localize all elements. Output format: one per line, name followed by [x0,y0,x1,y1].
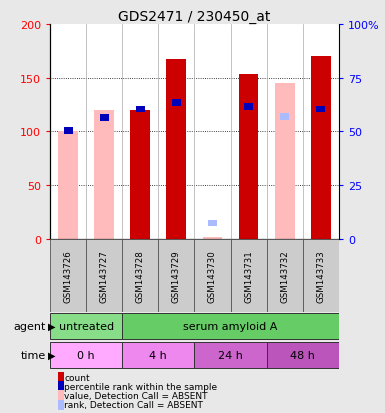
Bar [194,342,266,368]
Text: GSM143726: GSM143726 [64,249,73,302]
Bar [158,240,194,312]
Bar [166,60,186,240]
Bar [122,342,194,368]
Bar [244,104,253,111]
Text: GSM143732: GSM143732 [280,249,289,302]
Bar [100,115,109,121]
Text: time: time [21,350,46,360]
Text: serum amyloid A: serum amyloid A [183,321,278,331]
Bar [64,128,72,134]
Bar [203,237,223,240]
Bar [50,313,122,339]
Bar [100,115,109,121]
Text: GSM143728: GSM143728 [136,249,145,302]
Bar [194,240,231,312]
Text: ▶: ▶ [48,321,55,331]
Bar [316,107,325,113]
Text: GSM143729: GSM143729 [172,249,181,302]
Bar [50,342,122,368]
Bar [280,114,289,120]
Text: value, Detection Call = ABSENT: value, Detection Call = ABSENT [64,391,208,400]
Title: GDS2471 / 230450_at: GDS2471 / 230450_at [118,10,271,24]
Bar [50,240,86,312]
Bar [275,84,295,240]
Bar [311,57,331,240]
Text: percentile rank within the sample: percentile rank within the sample [64,382,218,391]
Text: 24 h: 24 h [218,350,243,360]
Bar [239,75,258,240]
Text: rank, Detection Call = ABSENT: rank, Detection Call = ABSENT [64,400,203,409]
Bar [136,107,145,113]
Text: agent: agent [14,321,46,331]
Bar [131,111,150,240]
Text: GSM143727: GSM143727 [100,249,109,302]
Bar [172,100,181,107]
Text: ▶: ▶ [48,350,55,360]
Text: 0 h: 0 h [77,350,95,360]
Bar [122,313,339,339]
Bar [58,132,78,240]
Text: GSM143731: GSM143731 [244,249,253,302]
Text: 4 h: 4 h [149,350,167,360]
Text: GSM143733: GSM143733 [316,249,325,302]
Bar [94,111,114,240]
Bar [122,240,158,312]
Bar [303,240,339,312]
Text: count: count [64,373,90,382]
Text: 48 h: 48 h [290,350,315,360]
Bar [208,220,217,227]
Bar [231,240,266,312]
Text: GSM143730: GSM143730 [208,249,217,302]
Text: untreated: untreated [59,321,114,331]
Bar [266,342,339,368]
Bar [266,240,303,312]
Bar [64,128,72,134]
Bar [86,240,122,312]
